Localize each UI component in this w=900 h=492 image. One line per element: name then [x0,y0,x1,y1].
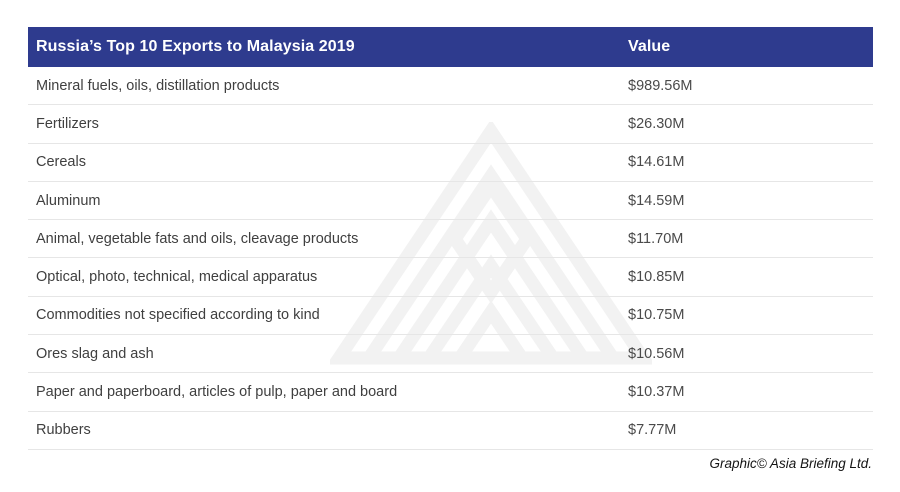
table-title: Russia’s Top 10 Exports to Malaysia 2019 [36,38,355,55]
product-value: $989.56M [628,77,693,94]
asia-briefing-logo-watermark-icon [330,122,652,365]
table-row: Animal, vegetable fats and oils, cleavag… [28,220,873,259]
product-value: $26.30M [628,115,685,132]
table-row: Ores slag and ash $10.56M [28,335,873,374]
product-name: Ores slag and ash [36,345,154,362]
product-value: $10.56M [628,345,685,362]
table-row: Rubbers $7.77M [28,412,873,450]
product-value: $10.37M [628,384,685,401]
table-header-row: Russia’s Top 10 Exports to Malaysia 2019… [28,27,873,67]
table-row: Commodities not specified according to k… [28,297,873,336]
product-name: Cereals [36,154,86,171]
exports-table: Russia’s Top 10 Exports to Malaysia 2019… [28,27,873,450]
product-name: Paper and paperboard, articles of pulp, … [36,384,398,401]
product-name: Aluminum [36,192,101,209]
product-value: $11.70M [628,230,684,247]
product-value: $10.75M [628,307,685,324]
table-row: Paper and paperboard, articles of pulp, … [28,373,873,412]
table-row: Optical, photo, technical, medical appar… [28,258,873,297]
product-value: $14.61M [628,154,685,171]
table-row: Aluminum $14.59M [28,182,873,221]
product-name: Rubbers [36,422,91,439]
value-column-header: Value [628,38,671,55]
table-row: Mineral fuels, oils, distillation produc… [28,67,873,106]
table-row: Cereals $14.61M [28,144,873,182]
product-name: Animal, vegetable fats and oils, cleavag… [36,230,359,247]
product-name: Commodities not specified according to k… [36,307,320,324]
product-name: Fertilizers [36,115,99,132]
product-value: $14.59M [628,192,685,209]
product-value: $7.77M [628,422,677,439]
table-row: Fertilizers $26.30M [28,105,873,144]
credit-text: Graphic© Asia Briefing Ltd. [709,456,872,471]
table-body: Mineral fuels, oils, distillation produc… [28,67,873,450]
product-value: $10.85M [628,269,685,286]
product-name: Mineral fuels, oils, distillation produc… [36,77,280,94]
product-name: Optical, photo, technical, medical appar… [36,269,318,286]
